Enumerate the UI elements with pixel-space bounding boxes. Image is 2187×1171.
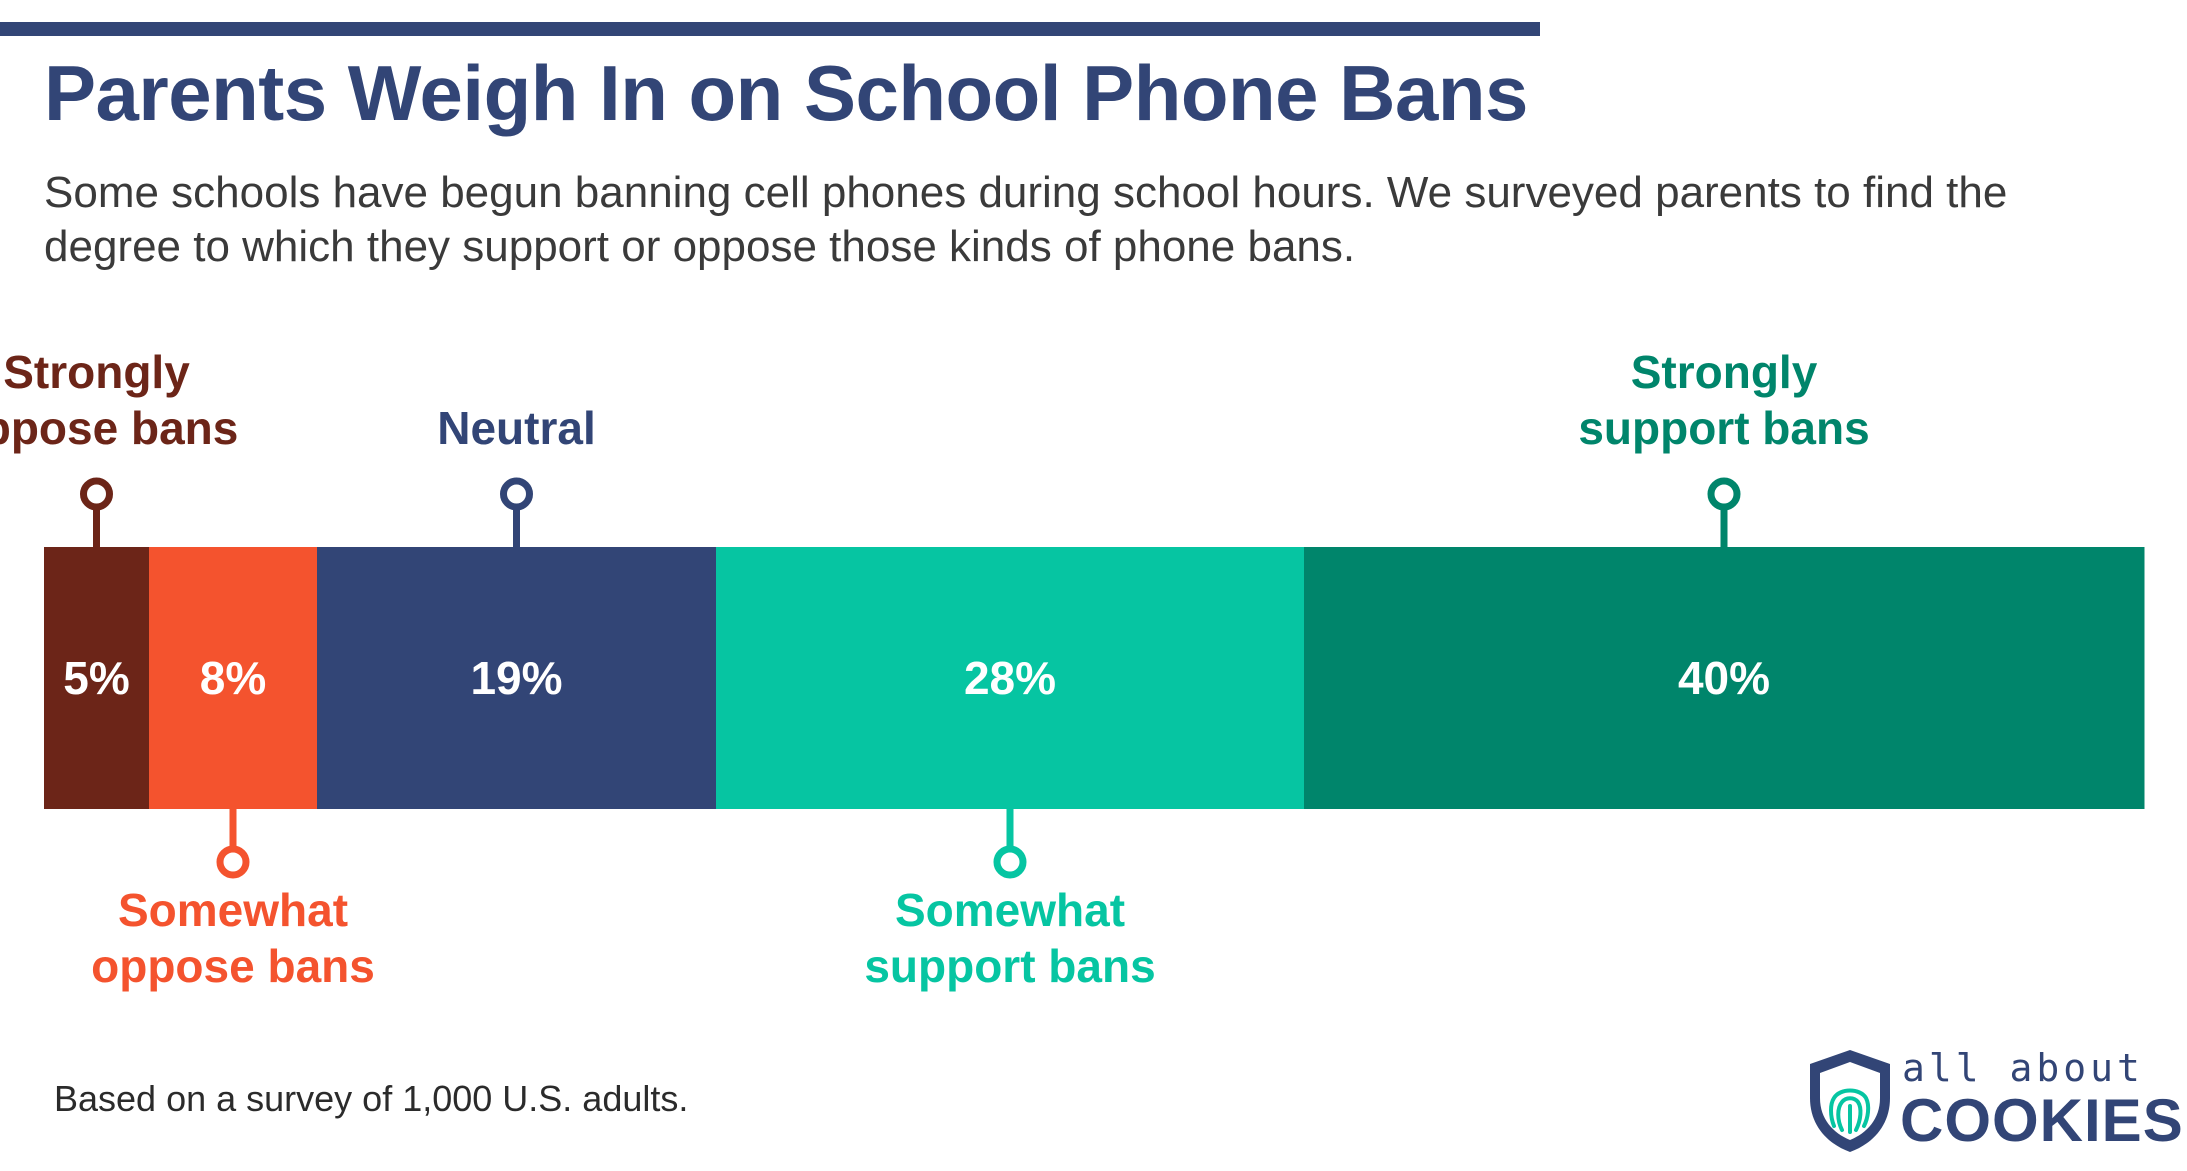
category-label-5: Strongly support bans: [1578, 346, 1869, 454]
all-about-cookies-logo: all about COOKIES: [1806, 1046, 2183, 1156]
category-callout-3: Neutral: [437, 402, 596, 547]
top-accent-rule: [0, 22, 1540, 36]
shield-fingerprint-icon: [1810, 1050, 1890, 1152]
footnote: Based on a survey of 1,000 U.S. adults.: [54, 1078, 689, 1119]
category-label-3: Neutral: [437, 402, 595, 454]
category-label-4: Somewhat support bans: [864, 884, 1155, 992]
callout-pin-4: [993, 845, 1027, 879]
bar-segment-5: [1304, 547, 2145, 809]
chart-subtitle: Some schools have begun banning cell pho…: [44, 168, 2008, 271]
callout-pin-1: [80, 477, 113, 511]
callout-pin-3: [500, 477, 533, 511]
data-label-2: 8%: [200, 652, 266, 704]
chart-title: Parents Weigh In on School Phone Bans: [44, 49, 1528, 137]
bar-segment-3: [317, 547, 717, 809]
data-label-4: 28%: [964, 652, 1056, 704]
bar-segment-2: [149, 547, 318, 809]
callout-pin-2: [216, 845, 250, 879]
data-label-5: 40%: [1678, 652, 1770, 704]
data-label-3: 19%: [470, 652, 562, 704]
data-label-1: 5%: [63, 652, 129, 704]
logo-text-top: all about: [1902, 1046, 2144, 1090]
category-callout-4: Somewhat support bans: [864, 809, 1156, 992]
category-label-1: Stronglyoppose bans: [0, 346, 238, 454]
category-callout-1: Stronglyoppose bans: [0, 346, 238, 547]
category-callout-5: Strongly support bans: [1578, 346, 1870, 547]
category-callout-2: Somewhat oppose bans: [91, 809, 375, 992]
bar-segment-4: [716, 547, 1305, 809]
callout-pin-5: [1707, 477, 1741, 511]
category-label-2: Somewhat oppose bans: [91, 884, 375, 992]
bar-segment-1: [44, 547, 150, 809]
logo-text-bottom: COOKIES: [1900, 1087, 2184, 1154]
